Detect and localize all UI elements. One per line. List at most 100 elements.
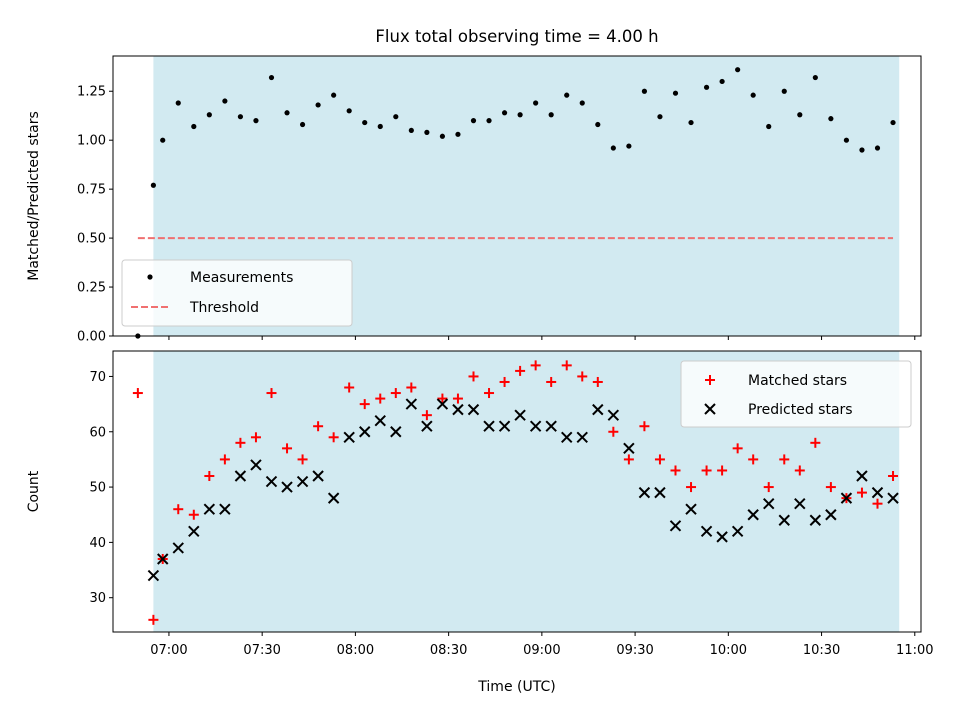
- y-tick-label-top: 0.50: [77, 232, 106, 247]
- predicted-star-point: [390, 426, 402, 438]
- x-b: [343, 431, 355, 443]
- measurement-point: [206, 112, 212, 118]
- predicted-star-point: [654, 486, 666, 499]
- predicted-star-point: [778, 514, 790, 526]
- x-b: [250, 459, 262, 471]
- measurement-point: [377, 123, 383, 130]
- x-tick-label: 09:30: [616, 643, 653, 658]
- matched-star-point: [282, 443, 293, 454]
- measurement-point: [579, 100, 585, 106]
- matched-star-point: [468, 371, 479, 382]
- measurement-point: [890, 119, 896, 126]
- x-b: [545, 420, 557, 432]
- predicted-star-point: [607, 409, 620, 421]
- matched-star-point: [623, 454, 634, 465]
- y-tick-label-top: 1.25: [77, 85, 106, 100]
- measurement-point: [455, 131, 461, 137]
- predicted-star-point: [825, 509, 837, 521]
- matched-star-point: [250, 432, 261, 443]
- x-b: [731, 525, 744, 538]
- measurement-point: [595, 121, 601, 128]
- matched-star-point: [888, 471, 899, 482]
- matched-star-point: [794, 465, 805, 476]
- predicted-star-point: [529, 420, 542, 432]
- x-b: [747, 509, 759, 521]
- x-b: [188, 525, 200, 538]
- x-b: [203, 503, 216, 515]
- matched-star-point: [188, 509, 199, 520]
- predicted-star-point: [172, 542, 184, 554]
- matched-star-point: [732, 443, 743, 454]
- y-tick-label-bottom: 30: [89, 591, 106, 606]
- x-b: [763, 497, 775, 510]
- x-b: [685, 503, 697, 515]
- predicted-star-point: [840, 492, 853, 504]
- y-axis-label-top: Matched/Predicted stars: [26, 111, 42, 281]
- predicted-star-point: [856, 470, 868, 482]
- x-b: [265, 475, 278, 488]
- measurement-point: [750, 92, 756, 98]
- measurement-point: [735, 67, 741, 73]
- y-tick-label-top: 0.00: [77, 330, 106, 345]
- measurement-point: [362, 119, 368, 126]
- measurement-point: [843, 137, 850, 143]
- measurement-point: [874, 145, 881, 151]
- predicted-star-point: [327, 492, 340, 504]
- x-b: [638, 486, 651, 499]
- x-b: [654, 486, 666, 499]
- predicted-star-point: [157, 553, 169, 565]
- measurement-point: [346, 108, 352, 114]
- chart-title: Flux total observing time = 4.00 h: [375, 27, 658, 46]
- predicted-star-point: [763, 497, 775, 510]
- x-b: [871, 486, 884, 499]
- x-b: [669, 520, 682, 532]
- matched-star-point: [390, 388, 401, 399]
- x-b: [887, 492, 899, 504]
- x-b: [374, 414, 386, 427]
- measurement-point: [688, 119, 694, 126]
- predicted-star-point: [576, 431, 588, 443]
- predicted-star-point: [296, 475, 309, 488]
- matched-star-point: [530, 360, 541, 371]
- matched-star-point: [437, 393, 448, 404]
- matched-star-point: [219, 454, 230, 465]
- matched-star-point: [297, 454, 308, 465]
- measurement-point: [828, 116, 834, 122]
- matched-star-point: [132, 388, 143, 399]
- predicted-star-point: [731, 525, 744, 538]
- x-b: [794, 497, 806, 510]
- predicted-star-point: [343, 431, 355, 443]
- measurement-point: [501, 110, 508, 116]
- predicted-star-point: [281, 481, 293, 493]
- matched-star-point: [701, 465, 712, 476]
- matched-star-point: [825, 482, 836, 493]
- legend-label-matched: Matched stars: [748, 373, 847, 389]
- legend-box: [121, 259, 353, 327]
- predicted-star-point: [716, 531, 728, 543]
- measurement-point: [268, 74, 275, 81]
- predicted-star-point: [147, 569, 160, 582]
- x-b: [296, 475, 309, 488]
- measurement-point: [331, 92, 337, 98]
- predicted-star-point: [700, 525, 713, 538]
- x-b: [359, 426, 371, 438]
- matched-star-point: [748, 454, 759, 465]
- x-b: [452, 403, 464, 416]
- x-tick-label: 10:00: [710, 643, 747, 658]
- x-b: [700, 525, 713, 538]
- measurement-point: [703, 84, 710, 90]
- measurement-point: [160, 137, 166, 143]
- x-tick-label: 11:00: [896, 643, 933, 658]
- x-b: [327, 492, 340, 504]
- legend-label-measurements: Measurements: [190, 270, 293, 286]
- legend-marker-predicted-b: [704, 403, 716, 415]
- predicted-star-point: [452, 403, 464, 416]
- y-tick-label-bottom: 60: [89, 425, 106, 440]
- x-b: [607, 409, 620, 421]
- predicted-star-point: [638, 486, 651, 499]
- matched-star-point: [484, 388, 495, 399]
- measurement-point: [408, 127, 414, 134]
- matched-star-point: [763, 482, 774, 493]
- matched-star-point: [577, 371, 588, 382]
- predicted-star-point: [467, 403, 480, 416]
